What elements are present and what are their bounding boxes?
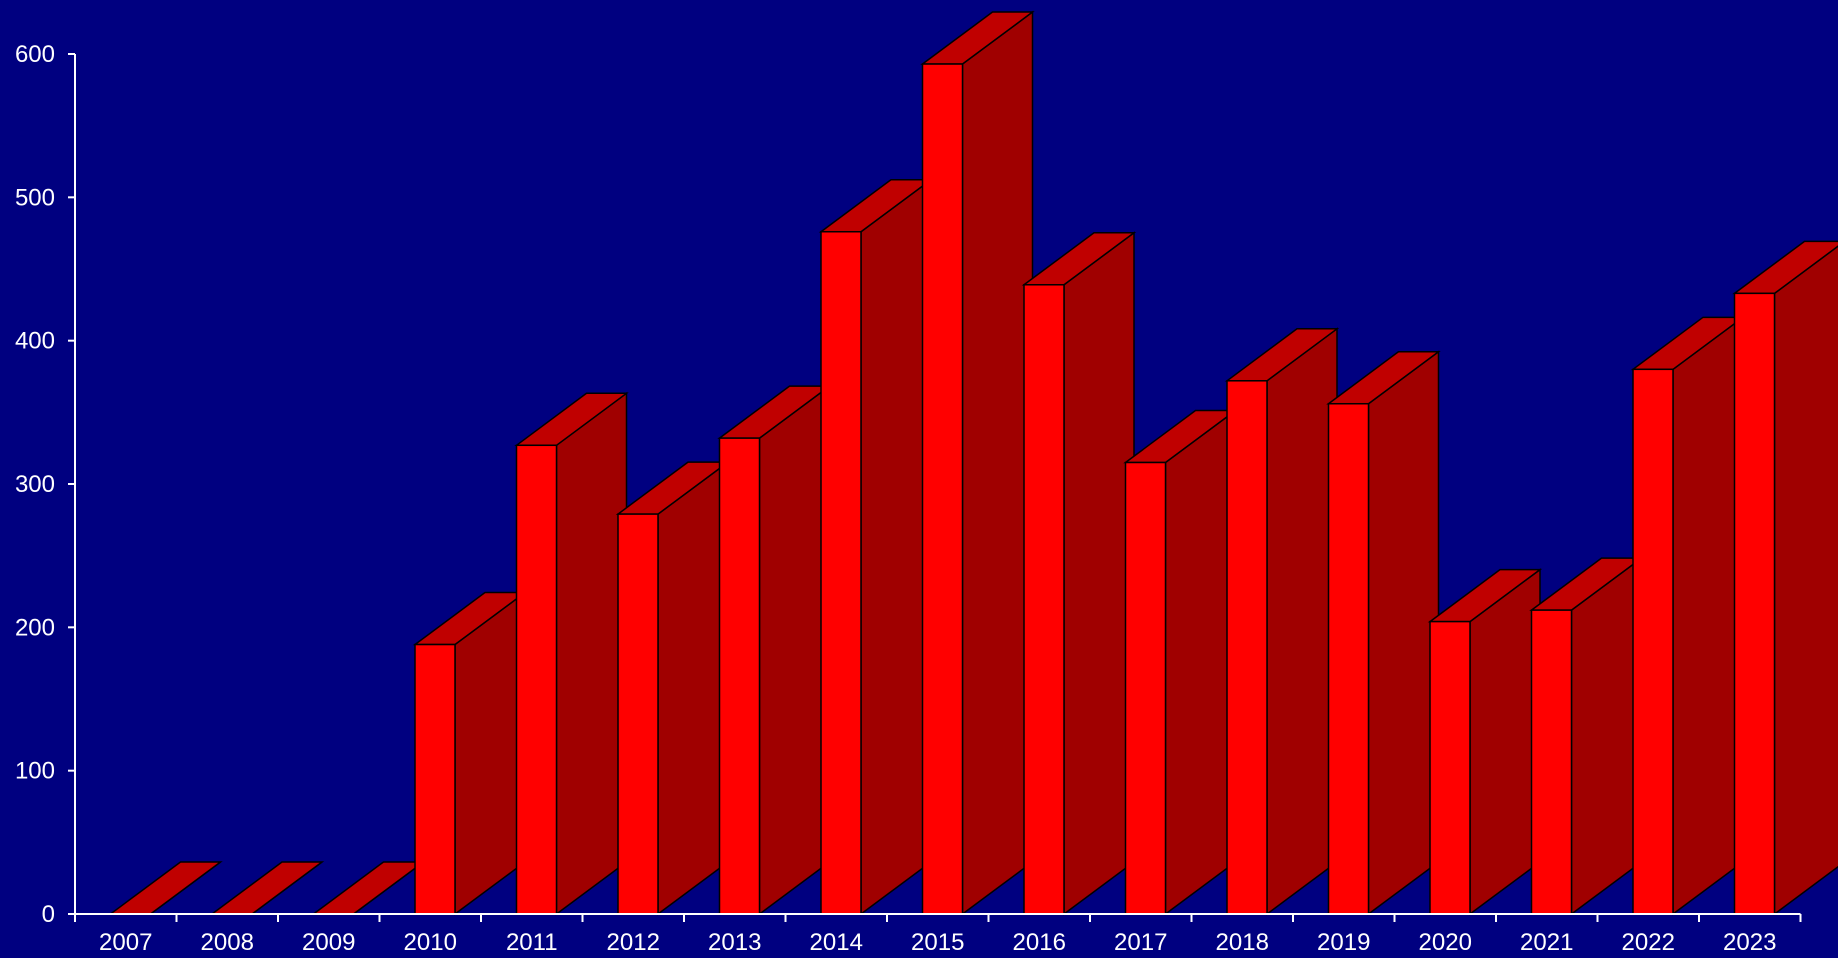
x-tick-label-2017: 2017 (1114, 929, 1167, 956)
bar-side-2013 (758, 384, 831, 916)
x-tick-label-2010: 2010 (404, 929, 457, 956)
bar-front-2015 (921, 63, 964, 915)
bar-front-2022 (1632, 368, 1674, 915)
bar-front-2018 (1226, 380, 1268, 915)
x-tick-label-2007: 2007 (99, 929, 152, 956)
bar-2022 (1630, 315, 1746, 916)
bar-2023 (1732, 240, 1838, 916)
bar-front-2010 (414, 643, 456, 915)
bar-2019 (1326, 350, 1441, 916)
bar-side-2017 (1164, 409, 1237, 916)
bar-2018 (1224, 327, 1340, 916)
bar-2010 (412, 591, 528, 916)
bars-group (108, 10, 1838, 916)
bar-top-2008 (209, 861, 325, 915)
bar-front-2020 (1429, 620, 1471, 915)
y-tick-label-400: 400 (15, 328, 55, 355)
x-tick-label-2016: 2016 (1013, 929, 1066, 956)
y-tick-label-200: 200 (15, 614, 55, 641)
ticks-group: 0 100 200 300 400 500 600 2007 2008 2009 2010 2011 2… (15, 41, 1802, 956)
bar-side-2023 (1773, 245, 1838, 916)
bar-front-2019 (1327, 402, 1370, 915)
bar-2008 (209, 861, 325, 915)
x-tick-label-2011: 2011 (506, 929, 558, 956)
bar-front-2013 (718, 437, 761, 915)
x-tick-label-2022: 2022 (1622, 929, 1675, 956)
bar-side-2018 (1266, 327, 1338, 916)
y-tick-label-100: 100 (15, 758, 55, 785)
bar-front-2014 (820, 230, 862, 915)
bar-2015 (920, 10, 1035, 916)
x-tick-label-2009: 2009 (302, 929, 355, 956)
y-tick-label-600: 600 (15, 41, 55, 68)
bar-front-2011 (515, 444, 558, 915)
bar-side-2011 (555, 391, 628, 916)
bar-front-2017 (1124, 461, 1167, 915)
bar-2016 (1021, 231, 1137, 916)
x-tick-label-2023: 2023 (1723, 929, 1776, 956)
x-tick-label-2014: 2014 (810, 929, 863, 956)
bar-side-2020 (1469, 568, 1541, 916)
bar-side-2012 (657, 460, 729, 916)
x-tick-label-2015: 2015 (911, 929, 964, 956)
bar-2017 (1123, 409, 1238, 916)
x-tick-label-2018: 2018 (1216, 929, 1269, 956)
bar-2020 (1427, 568, 1543, 916)
bar-side-2014 (860, 178, 932, 916)
x-tick-label-2021: 2021 (1520, 929, 1573, 956)
bar-side-2019 (1367, 350, 1440, 916)
x-tick-label-2008: 2008 (201, 929, 254, 956)
y-tick-label-500: 500 (15, 184, 55, 211)
bar-2012 (615, 460, 731, 916)
bar-side-2015 (961, 10, 1034, 916)
bar-top-2007 (108, 861, 223, 915)
bar-2011 (514, 391, 629, 916)
bar-front-2021 (1530, 609, 1573, 915)
x-tick-label-2019: 2019 (1317, 929, 1370, 956)
bar-side-2022 (1672, 315, 1744, 916)
bar-front-2016 (1023, 284, 1065, 915)
bar-front-2023 (1733, 292, 1776, 915)
bar-2014 (818, 178, 934, 916)
y-tick-label-300: 300 (15, 471, 55, 498)
y-tick-label-0: 0 (42, 901, 55, 928)
bar-2009 (311, 861, 426, 915)
bar-2021 (1529, 556, 1644, 916)
bar-side-2016 (1063, 231, 1135, 916)
bar-front-2012 (617, 513, 659, 915)
bar-side-2010 (454, 591, 526, 916)
x-tick-label-2013: 2013 (708, 929, 761, 956)
bar-2007 (108, 861, 223, 915)
bar-side-2021 (1570, 556, 1643, 916)
x-tick-label-2020: 2020 (1419, 929, 1472, 956)
x-tick-label-2012: 2012 (607, 929, 660, 956)
bar-top-2009 (311, 861, 426, 915)
bar-2013 (717, 384, 832, 916)
